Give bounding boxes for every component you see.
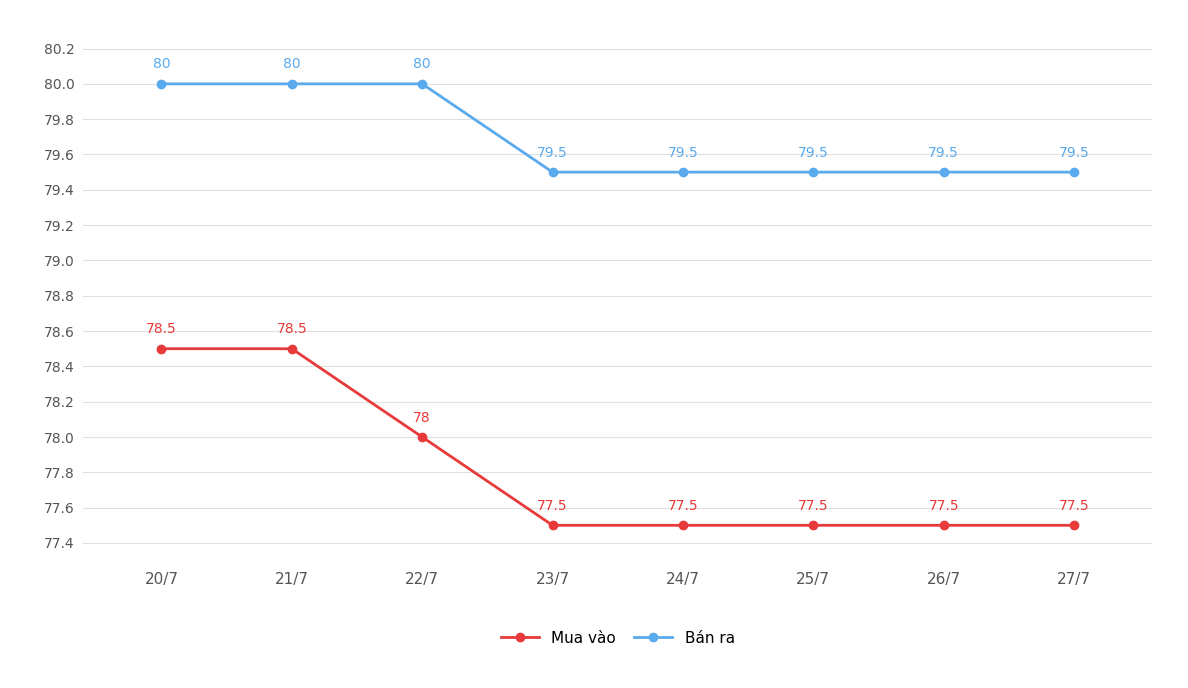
Text: 77.5: 77.5 (798, 499, 829, 513)
Text: 77.5: 77.5 (929, 499, 959, 513)
Text: 77.5: 77.5 (1059, 499, 1089, 513)
Text: 79.5: 79.5 (537, 146, 568, 160)
Bán ra (285, 80, 299, 88)
Text: 80: 80 (413, 57, 431, 72)
Line: Mua vào: Mua vào (157, 345, 1079, 530)
Text: 80: 80 (152, 57, 170, 72)
Text: 78.5: 78.5 (146, 322, 177, 336)
Bán ra (676, 168, 690, 176)
Bán ra (1067, 168, 1081, 176)
Mua vào (154, 345, 169, 353)
Text: 79.5: 79.5 (668, 146, 699, 160)
Mua vào (676, 522, 690, 530)
Bán ra (807, 168, 821, 176)
Legend: Mua vào, Bán ra: Mua vào, Bán ra (494, 625, 741, 652)
Text: 79.5: 79.5 (798, 146, 829, 160)
Text: 78.5: 78.5 (277, 322, 308, 336)
Mua vào (415, 433, 429, 441)
Text: 80: 80 (283, 57, 301, 72)
Text: 77.5: 77.5 (537, 499, 568, 513)
Bán ra (936, 168, 950, 176)
Bán ra (545, 168, 560, 176)
Text: 79.5: 79.5 (928, 146, 959, 160)
Mua vào (807, 522, 821, 530)
Mua vào (545, 522, 560, 530)
Bán ra (415, 80, 429, 88)
Text: 78: 78 (413, 411, 431, 424)
Mua vào (936, 522, 950, 530)
Line: Bán ra: Bán ra (157, 80, 1079, 176)
Text: 77.5: 77.5 (668, 499, 699, 513)
Mua vào (1067, 522, 1081, 530)
Text: 79.5: 79.5 (1059, 146, 1089, 160)
Bán ra (154, 80, 169, 88)
Mua vào (285, 345, 299, 353)
